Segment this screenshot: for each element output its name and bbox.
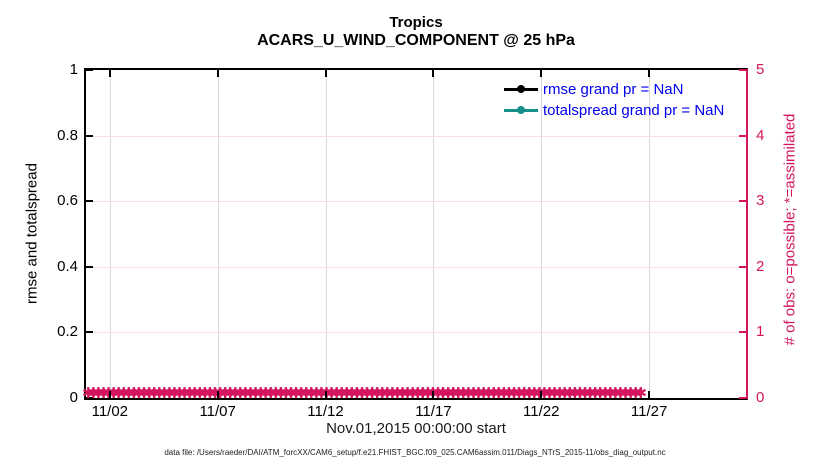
x-tick-label: 11/27 [630,403,668,420]
legend-item-label: rmse grand pr = NaN [543,81,684,98]
y-tick-left [86,69,93,71]
right-tick-label: 0 [756,389,765,406]
x-axis-label: Nov.01,2015 00:00:00 start [326,420,506,437]
x-tick-bottom [324,391,327,398]
left-tick-label: 0.8 [57,126,78,144]
right-tick-label: 2 [756,257,765,275]
y-tick-right [739,397,746,399]
x-tick-label: 11/17 [415,403,452,420]
right-tick-label: 5 [756,61,765,78]
legend-item: totalspread grand pr = NaN [504,100,724,121]
vertical-gridline [433,70,435,398]
y-tick-right [739,69,746,71]
chart-title: Tropics [389,14,443,31]
horizontal-gridline [86,332,746,334]
left-tick-label: 0.2 [57,323,78,341]
x-tick-label: 11/22 [523,403,560,420]
left-tick-label: 1 [69,61,78,78]
vertical-gridline [649,70,651,398]
x-tick-bottom [648,391,651,398]
right-tick-label: 4 [756,126,765,144]
vertical-gridline [325,70,327,398]
x-tick-bottom [108,391,111,398]
x-tick-bottom [540,391,543,398]
legend-line-sample [504,106,538,115]
left-tick-label: 0 [69,389,78,406]
y-tick-right [739,134,746,137]
legend-item-label: totalspread grand pr = NaN [543,102,725,119]
x-tick-top [540,70,543,77]
y-tick-right [739,265,746,268]
y-tick-left [86,134,93,137]
x-tick-top [432,70,435,77]
right-tick-label: 3 [756,192,765,210]
y-tick-left [86,397,93,399]
x-tick-top [324,70,327,77]
legend-marker-dot [517,85,525,94]
legend-line-sample [504,85,538,94]
x-tick-bottom [432,391,435,398]
horizontal-gridline [86,135,746,137]
chart-subtitle: ACARS_U_WIND_COMPONENT @ 25 hPa [257,32,575,49]
left-tick-label: 0.6 [57,192,78,210]
right-tick-label: 1 [756,323,765,341]
horizontal-gridline [86,201,746,203]
x-tick-label: 11/02 [91,403,129,420]
plot-area: ✱✱✱✱✱✱✱✱✱✱✱✱✱✱✱✱✱✱✱✱✱✱✱✱✱✱✱✱✱✱✱✱✱✱✱✱✱✱✱✱… [82,68,748,401]
horizontal-gridline [86,266,746,268]
vertical-gridline [541,70,543,398]
vertical-gridline [217,70,219,398]
y-tick-right [739,200,746,203]
x-tick-label: 11/12 [307,403,344,420]
x-tick-bottom [216,391,219,398]
data-file-path: data file: /Users/raeder/DAI/ATM_forcXX/… [164,448,666,457]
y-tick-right [739,331,746,334]
x-tick-top [108,70,111,77]
vertical-gridline [109,70,111,398]
y-tick-left [86,331,93,334]
y-tick-left [86,265,93,268]
legend-marker-dot [517,106,525,115]
legend: rmse grand pr = NaN totalspread grand pr … [504,79,724,121]
x-tick-top [648,70,651,77]
legend-item: rmse grand pr = NaN [504,79,724,100]
x-tick-top [216,70,219,77]
y-tick-left [86,200,93,203]
obs-marker-band: ✱✱✱✱✱✱✱✱✱✱✱✱✱✱✱✱✱✱✱✱✱✱✱✱✱✱✱✱✱✱✱✱✱✱✱✱✱✱✱✱… [82,387,647,401]
x-tick-label: 11/07 [199,403,236,420]
left-tick-label: 0.4 [57,257,78,275]
